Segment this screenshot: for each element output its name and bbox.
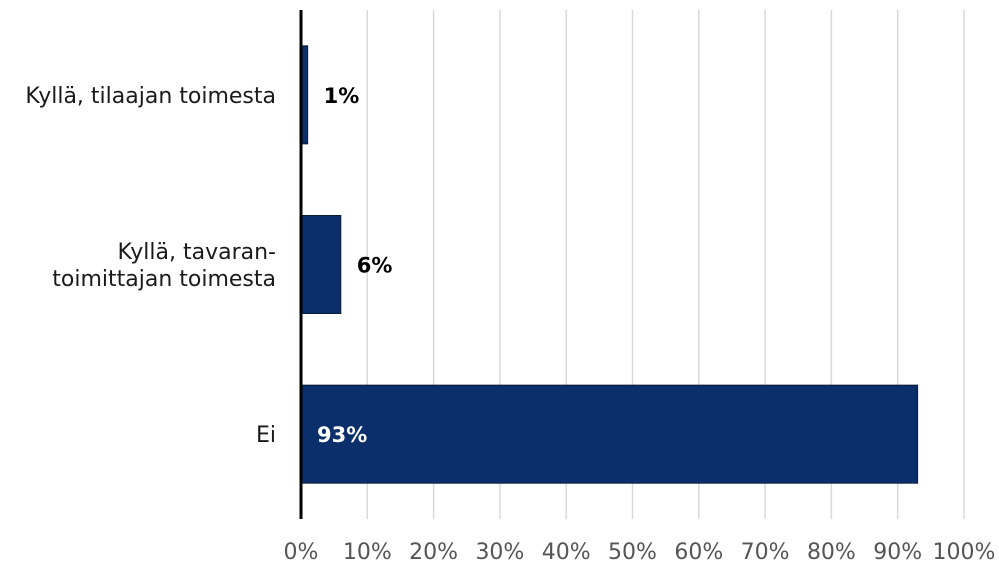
x-tick-label: 80% xyxy=(807,540,856,565)
bars xyxy=(300,45,919,484)
x-tick-label: 90% xyxy=(873,540,922,565)
bar xyxy=(300,215,342,314)
category-label: Kyllä, tavaran-toimittajan toimesta xyxy=(52,240,276,292)
x-tick-label: 100% xyxy=(933,540,996,565)
category-labels: Kyllä, tilaajan toimesta Kyllä, tavaran-t… xyxy=(25,84,276,448)
x-tick-label: 0% xyxy=(284,540,319,565)
gridlines xyxy=(366,10,965,519)
x-tick-label: 30% xyxy=(475,540,524,565)
data-label: 93% xyxy=(317,423,367,447)
data-label: 1% xyxy=(324,84,360,108)
x-tick-label: 20% xyxy=(409,540,458,565)
category-label: Kyllä, tilaajan toimesta xyxy=(25,84,276,109)
category-label: Ei xyxy=(256,423,276,448)
x-tick-label: 50% xyxy=(608,540,657,565)
x-tick-label: 60% xyxy=(674,540,723,565)
data-label: 6% xyxy=(357,254,393,278)
data-labels: 1% 6% 93% xyxy=(317,84,392,447)
x-tick-label: 70% xyxy=(741,540,790,565)
x-tick-labels: 0% 10% 20% 30% 40% 50% 60% 70% 80% 90% 100% xyxy=(284,540,996,565)
bar xyxy=(300,384,919,484)
x-tick-label: 40% xyxy=(542,540,591,565)
x-tick-label: 10% xyxy=(343,540,392,565)
